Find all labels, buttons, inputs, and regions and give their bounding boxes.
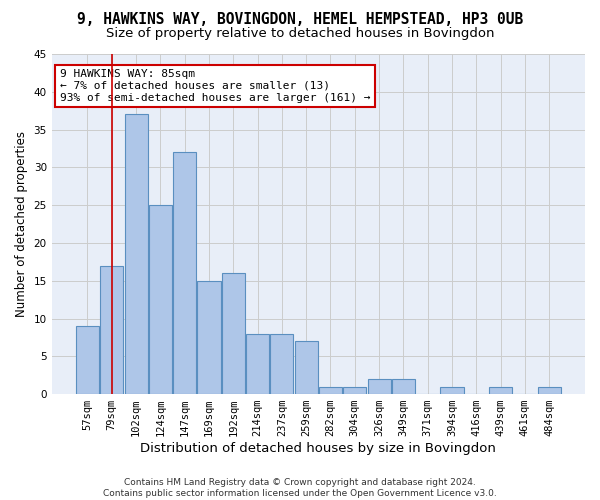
Bar — [440, 386, 464, 394]
Bar — [125, 114, 148, 394]
Bar — [538, 386, 561, 394]
Bar — [173, 152, 196, 394]
Bar — [76, 326, 99, 394]
Text: 9 HAWKINS WAY: 85sqm
← 7% of detached houses are smaller (13)
93% of semi-detach: 9 HAWKINS WAY: 85sqm ← 7% of detached ho… — [59, 70, 370, 102]
Bar — [222, 273, 245, 394]
Bar — [489, 386, 512, 394]
X-axis label: Distribution of detached houses by size in Bovingdon: Distribution of detached houses by size … — [140, 442, 496, 455]
Bar — [319, 386, 342, 394]
Text: Size of property relative to detached houses in Bovingdon: Size of property relative to detached ho… — [106, 28, 494, 40]
Text: 9, HAWKINS WAY, BOVINGDON, HEMEL HEMPSTEAD, HP3 0UB: 9, HAWKINS WAY, BOVINGDON, HEMEL HEMPSTE… — [77, 12, 523, 28]
Text: Contains HM Land Registry data © Crown copyright and database right 2024.
Contai: Contains HM Land Registry data © Crown c… — [103, 478, 497, 498]
Bar — [343, 386, 367, 394]
Bar — [392, 379, 415, 394]
Bar — [100, 266, 124, 394]
Bar — [368, 379, 391, 394]
Bar — [295, 341, 318, 394]
Y-axis label: Number of detached properties: Number of detached properties — [15, 131, 28, 317]
Bar — [197, 280, 221, 394]
Bar — [246, 334, 269, 394]
Bar — [271, 334, 293, 394]
Bar — [149, 205, 172, 394]
